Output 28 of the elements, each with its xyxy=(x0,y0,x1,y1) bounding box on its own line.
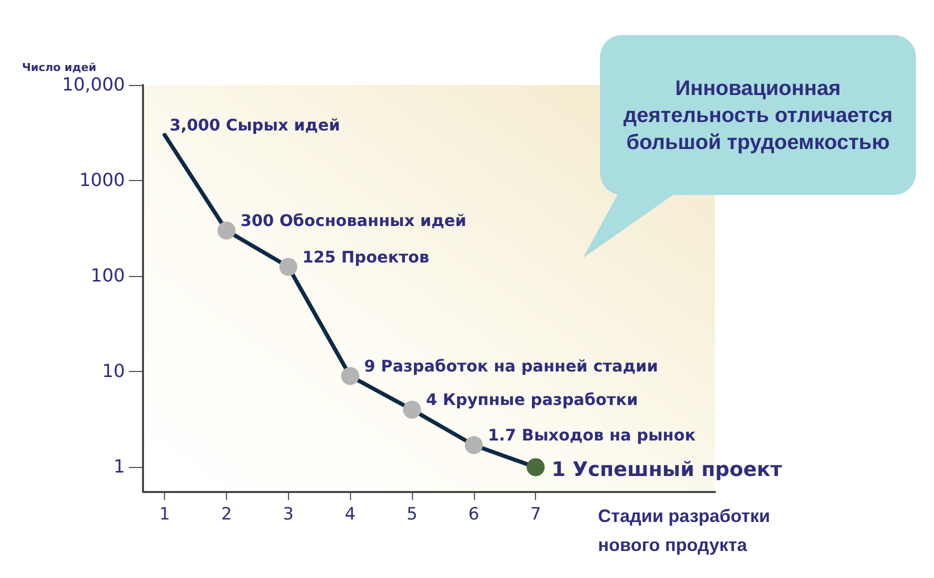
x-tick-label: 4 xyxy=(344,504,356,524)
x-tick-label: 6 xyxy=(468,504,480,524)
point xyxy=(218,222,236,240)
x-tick-label: 3 xyxy=(282,504,294,524)
annotation: Инновационная деятельность отличается большой трудоемкостью xyxy=(622,76,894,156)
data-label: 9 Разработок на ранней стадии xyxy=(364,356,658,376)
y-axis-title: Число идей xyxy=(22,61,96,74)
point xyxy=(341,367,360,386)
y-tick-label: 1000 xyxy=(79,170,125,192)
x-tick-label: 2 xyxy=(221,504,232,524)
data-label: 125 Проектов xyxy=(302,247,430,266)
x-tick-label: 7 xyxy=(530,504,542,524)
y-tick-label: 100 xyxy=(90,266,125,287)
y-tick-label: 1 xyxy=(114,456,125,478)
data-label: 300 Обоснованных идей xyxy=(240,211,466,230)
x-axis-title: Стадии разработки нового продукта xyxy=(598,505,772,557)
data-label: 4 Крупные разработки xyxy=(426,390,638,410)
point xyxy=(403,400,421,419)
point xyxy=(279,258,298,276)
point xyxy=(526,458,545,476)
y-tick-label: 10 xyxy=(102,361,125,382)
x-tick-label: 1 xyxy=(159,504,170,524)
data-label: 1 Успешный проект xyxy=(552,457,782,482)
point xyxy=(464,436,483,454)
y-tick-label: 10,000 xyxy=(62,74,125,96)
x-tick-label: 5 xyxy=(406,504,418,524)
data-label: 1.7 Выходов на рынок xyxy=(488,426,696,445)
data-label: 3,000 Сырых идей xyxy=(170,115,340,134)
